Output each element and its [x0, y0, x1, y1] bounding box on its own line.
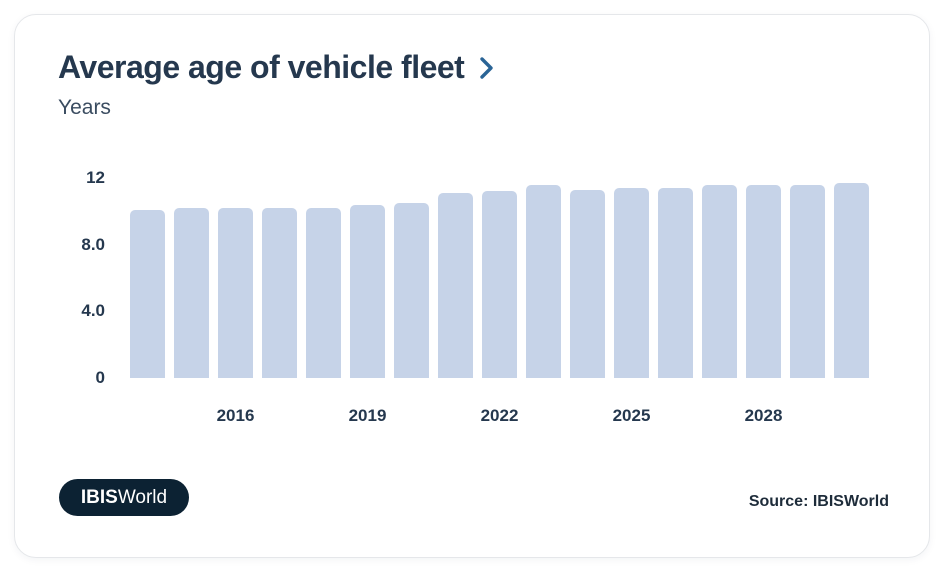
x-tick-2022: 2022 — [480, 406, 519, 425]
bar-2026 — [658, 188, 693, 378]
chart-title-link[interactable]: Average age of vehicle fleet — [58, 45, 495, 89]
logo-text-regular: World — [117, 486, 168, 508]
chart-card: Average age of vehicle fleet Years 0 4.0 8… — [14, 14, 930, 558]
page-title: Average age of vehicle fleet — [58, 49, 465, 85]
chart-unit-label: Years — [58, 96, 111, 119]
x-tick-2028: 2028 — [744, 406, 783, 425]
bar-2016 — [218, 208, 253, 378]
bar-2027 — [702, 184, 737, 378]
bar-2029 — [790, 184, 825, 378]
y-tick-4.0: 4.0 — [81, 301, 105, 321]
y-tick-0: 0 — [95, 368, 105, 387]
source-label: Source: IBISWorld — [748, 493, 889, 510]
x-tick-2019: 2019 — [348, 406, 387, 425]
bar-2022 — [482, 191, 517, 378]
logo-text-bold: IBIS — [80, 486, 118, 508]
y-tick-8.0: 8.0 — [81, 234, 105, 254]
bar-2017 — [262, 208, 297, 378]
x-tick-2016: 2016 — [216, 406, 255, 425]
bar-2015 — [174, 208, 209, 378]
bar-series — [130, 178, 870, 378]
bar-2019 — [350, 204, 385, 378]
bar-2030 — [834, 183, 869, 378]
bar-2028 — [746, 184, 781, 378]
bar-2025 — [614, 188, 649, 378]
bar-2018 — [306, 208, 341, 378]
bar-2023 — [526, 184, 561, 378]
ibisworld-logo[interactable]: IBIS World — [59, 479, 189, 516]
y-axis: 0 4.0 8.0 12 — [15, 168, 105, 387]
bar-2014 — [130, 209, 165, 378]
bar-2020 — [394, 203, 429, 378]
bar-2021 — [438, 193, 473, 378]
bar-2024 — [570, 189, 605, 378]
chevron-right-icon — [480, 57, 494, 79]
y-tick-12: 12 — [86, 168, 105, 187]
x-axis: 2016 2019 2022 2025 2028 — [130, 406, 870, 426]
x-tick-2025: 2025 — [612, 406, 651, 425]
